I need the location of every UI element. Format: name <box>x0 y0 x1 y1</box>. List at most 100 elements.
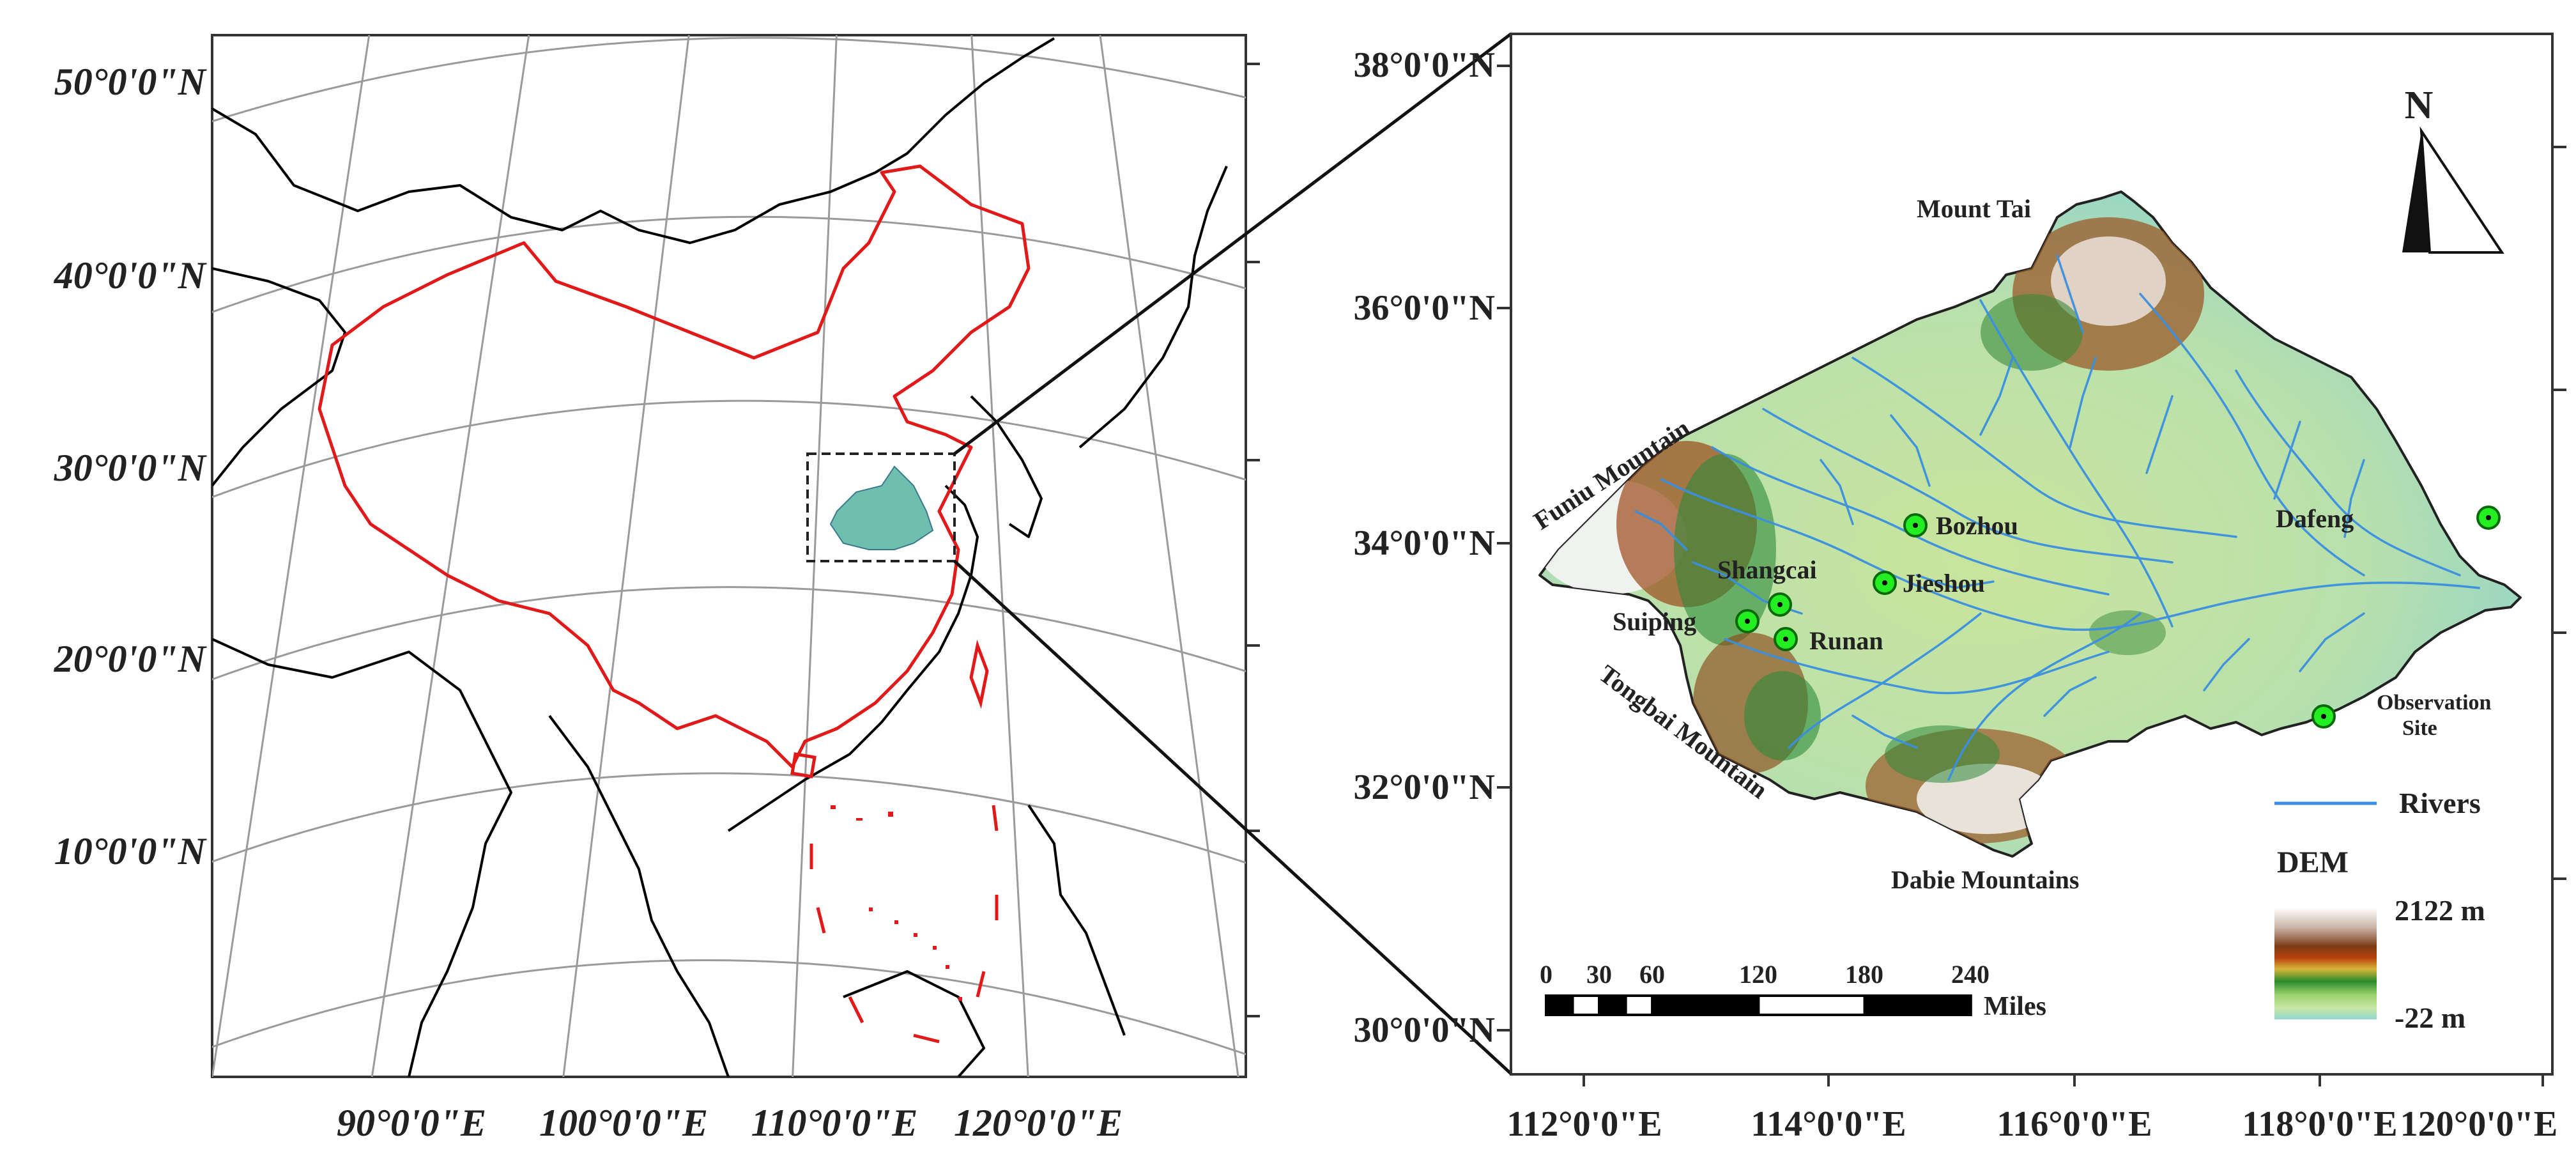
north-arrow: N <box>2402 84 2504 254</box>
northern-border <box>212 37 1055 244</box>
river-trib-5 <box>2069 357 2097 449</box>
overview-lat-labels: 50°0'0"N 40°0'0"N 30°0'0"N 20°0'0"N 10°0… <box>54 61 208 872</box>
scale-tick-0: 0 <box>1540 960 1552 989</box>
overview-map-frame <box>211 34 1247 1078</box>
river-trib-13 <box>1634 510 1688 551</box>
site-label-dafeng: Dafeng <box>2276 504 2354 533</box>
river-main-8 <box>1788 612 1982 749</box>
river-main-6 <box>2139 293 2365 576</box>
zoom-connectors <box>953 33 1512 1075</box>
lon-label-90e: 90°0'0"E <box>337 1102 486 1144</box>
scale-tick-180: 180 <box>1845 960 1883 989</box>
lat-label-50n: 50°0'0"N <box>54 61 208 103</box>
legend: Observation Site Rivers DEM 2122 m -22 m <box>2274 691 2492 1034</box>
scale-tick-60: 60 <box>1639 960 1665 989</box>
lon-label-120e: 120°0'0"E <box>2400 1104 2557 1144</box>
meridian-80e <box>212 35 371 1077</box>
lon-label-112e: 112°0'0"E <box>1506 1104 1662 1144</box>
dem-max-label: 2122 m <box>2395 894 2485 927</box>
lat-label-34n: 34°0'0"N <box>1354 523 1495 563</box>
north-arrow-right-half <box>2419 126 2504 254</box>
legend-dem-title: DEM <box>2277 846 2349 879</box>
scale-bar: 0 30 60 120 180 240 Miles <box>1540 960 2046 1021</box>
overview-lon-labels: 90°0'0"E 100°0'0"E 110°0'0"E 120°0'0"E <box>337 1102 1123 1144</box>
site-runan: Runan <box>1774 626 1883 655</box>
lon-label-110e: 110°0'0"E <box>751 1102 918 1144</box>
river-main-2 <box>1711 446 2110 596</box>
lat-label-40n: 40°0'0"N <box>54 254 208 297</box>
label-dabie-mountains: Dabie Mountains <box>1891 865 2080 894</box>
lon-label-100e: 100°0'0"E <box>539 1102 708 1144</box>
south-china-sea-islands <box>831 805 962 1001</box>
parallel-10n <box>212 772 1246 864</box>
nine-dash-line <box>809 805 999 1044</box>
philippines-coast <box>1027 804 1126 1036</box>
river-trib-6 <box>2145 395 2174 474</box>
river-trib-4 <box>1979 357 2014 436</box>
coastlines-and-borders <box>212 37 1228 1077</box>
lon-label-120e: 120°0'0"E <box>954 1102 1123 1144</box>
japan-coast <box>1078 166 1228 449</box>
parallel-20n <box>212 586 1246 681</box>
river-trib-11 <box>2203 638 2250 691</box>
lat-label-10n: 10°0'0"N <box>54 830 208 872</box>
river-main-9 <box>1947 612 2142 781</box>
river-trib-10 <box>2043 676 2097 717</box>
site-shangcai: Shangcai <box>1717 555 1817 617</box>
taiwan-outline <box>969 639 989 709</box>
scale-bar-segment <box>1757 994 1866 1016</box>
site-jieshou: Jieshou <box>1873 569 1985 598</box>
scale-bar-segment <box>1651 994 1760 1016</box>
legend-rivers-label: Rivers <box>2399 787 2481 819</box>
lon-label-114e: 114°0'0"E <box>1751 1104 1906 1144</box>
site-label-suiping: Suiping <box>1613 607 1696 636</box>
scale-unit-label: Miles <box>1984 992 2046 1021</box>
central-asia-border <box>212 267 346 487</box>
study-area-ticks <box>1497 65 2566 1086</box>
river-main-10 <box>2235 369 2461 576</box>
study-area-thumbnail <box>829 465 934 550</box>
river-trib-9 <box>1851 715 1918 749</box>
parallel-40n <box>212 215 1246 313</box>
china-boundary <box>318 164 1031 769</box>
dem-color-ramp <box>2274 908 2377 1019</box>
meridian-130e <box>1099 35 1239 1077</box>
lat-label-20n: 20°0'0"N <box>54 638 208 680</box>
north-arrow-label: N <box>2405 84 2434 127</box>
study-area-map: Mount Tai Funiu Mountain Tongbai Mountai… <box>1354 33 2566 1144</box>
meridian-110e <box>792 35 838 1077</box>
lon-label-116e: 116°0'0"E <box>1997 1104 2152 1144</box>
river-trib-2 <box>1820 459 1854 525</box>
scale-bar-segment <box>1598 994 1627 1016</box>
korea-coast <box>970 395 1043 538</box>
site-label-runan: Runan <box>1809 626 1883 655</box>
river-trib-14 <box>1915 574 1995 589</box>
label-mount-tai: Mount Tai <box>1917 194 2031 223</box>
legend-site-label-line2: Site <box>2402 716 2437 740</box>
lat-label-30n: 30°0'0"N <box>54 447 208 489</box>
meridian-100e <box>562 35 690 1077</box>
lat-label-36n: 36°0'0"N <box>1354 288 1495 328</box>
lat-label-38n: 38°0'0"N <box>1354 45 1495 85</box>
hainan-outline <box>790 752 816 778</box>
site-suiping: Suiping <box>1613 607 1759 636</box>
river-main-4 <box>1851 357 2237 538</box>
south-asia-coast <box>212 638 512 1077</box>
lon-label-118e: 118°0'0"E <box>2242 1104 2397 1144</box>
scale-bar-segment <box>1545 994 1574 1016</box>
river-trib-3 <box>1890 414 1931 487</box>
river-main-3 <box>1762 408 2174 564</box>
river-network <box>1634 254 2480 781</box>
scale-tick-30: 30 <box>1586 960 1612 989</box>
site-bozhou: Bozhou <box>1903 511 2018 540</box>
zoom-connector-top <box>953 33 1512 455</box>
zoom-connector-bottom <box>953 560 1512 1075</box>
overview-map: 50°0'0"N 40°0'0"N 30°0'0"N 20°0'0"N 10°0… <box>54 34 1260 1144</box>
scale-bar-segment <box>1863 994 1972 1016</box>
parallel-0 <box>212 959 1246 1056</box>
river-main-5 <box>1979 299 2174 628</box>
scale-bar-segment <box>1571 994 1601 1016</box>
river-trib-7 <box>2273 421 2301 500</box>
study-area-box <box>806 452 956 562</box>
